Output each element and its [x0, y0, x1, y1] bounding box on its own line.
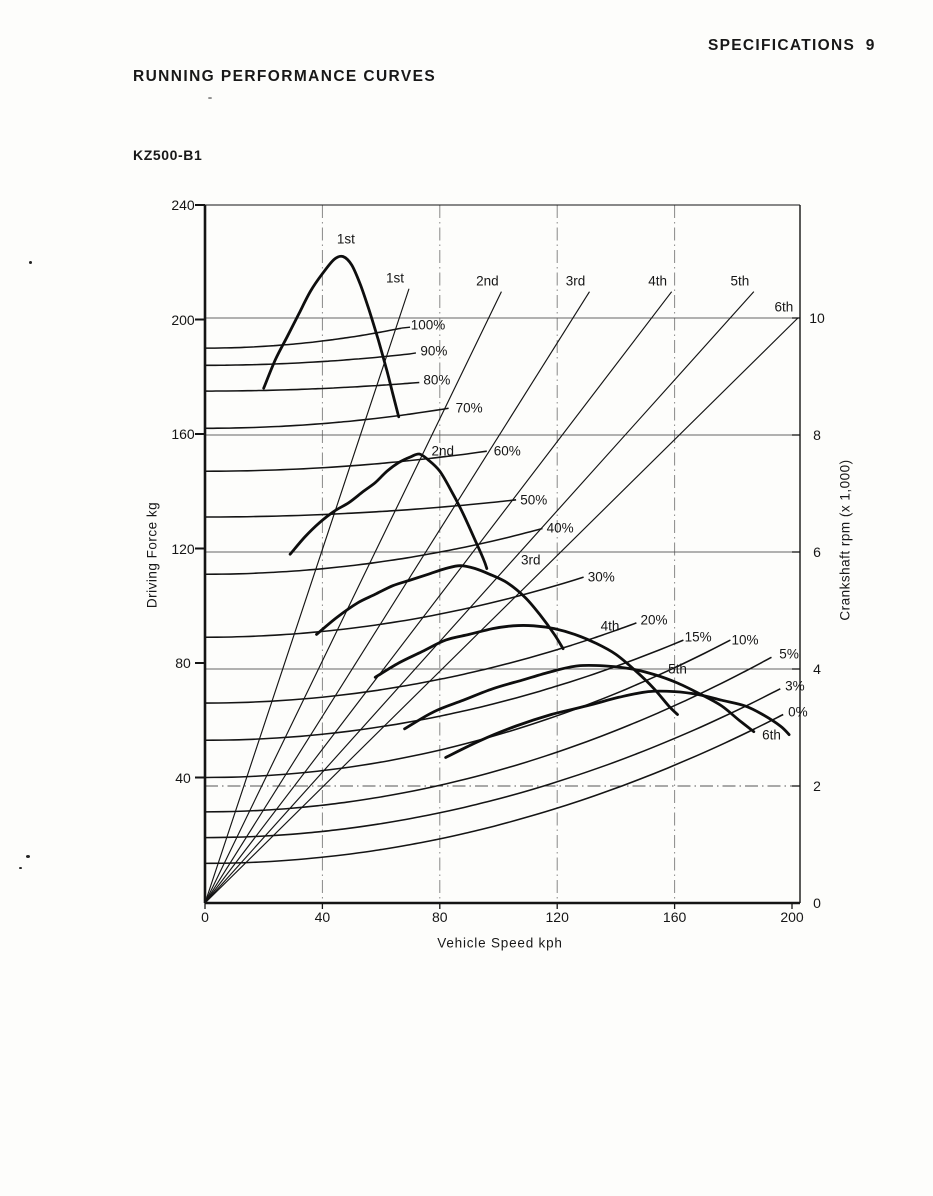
rpm-line-5th	[204, 291, 755, 904]
force-curve-5th	[403, 663, 756, 734]
gradient-curve-label: 30%	[587, 569, 615, 585]
scan-speck	[26, 855, 30, 858]
y-axis-right-tick-label: 6	[813, 544, 821, 560]
y-axis-left-tick-label: 120	[171, 540, 195, 557]
gradient-curve-70%	[204, 407, 449, 430]
x-axis-tick-label: 0	[201, 909, 209, 925]
gradient-curve-label: 70%	[455, 400, 483, 416]
scan-speck	[208, 97, 212, 99]
force-curve-3rd	[315, 564, 565, 651]
page-header: SPECIFICATIONS 9	[708, 37, 876, 54]
force-curve-2nd	[288, 452, 489, 570]
x-axis-tick-label: 160	[662, 909, 687, 925]
x-axis-title: Vehicle Speed kph	[437, 935, 563, 951]
gradient-curve-50%	[204, 499, 517, 518]
x-axis-tick-label: 40	[314, 909, 331, 925]
gradient-curve-label: 15%	[684, 629, 712, 645]
force-curve-label: 4th	[600, 618, 620, 634]
y-axis-left-tick-label: 80	[175, 655, 191, 671]
y-axis-right-tick-label: 2	[813, 778, 821, 794]
gradient-curve-10%	[204, 639, 731, 779]
x-axis-tick-label: 80	[432, 909, 448, 925]
y-axis-left-tick-label: 240	[171, 197, 195, 213]
rpm-line-label: 4th	[648, 273, 668, 289]
gradient-curve-label: 5%	[779, 646, 799, 662]
scan-speck	[29, 261, 32, 264]
rpm-line-1st	[204, 288, 410, 904]
force-curve-label: 2nd	[431, 443, 454, 459]
gradient-curve-label: 10%	[731, 632, 759, 648]
rpm-line-label: 1st	[385, 270, 404, 286]
force-curve-1st	[262, 254, 401, 419]
force-curve-label: 5th	[668, 661, 687, 677]
y-axis-left-tick-label: 160	[171, 426, 195, 442]
y-axis-right-tick-label: 0	[813, 895, 821, 911]
rpm-line-4th	[204, 291, 673, 904]
x-axis-tick-label: 200	[780, 909, 804, 925]
gradient-curve-label: 60%	[493, 443, 521, 459]
gradient-curve-60%	[204, 450, 487, 472]
y-axis-left-tick-label: 200	[171, 311, 195, 328]
rpm-line-2nd	[204, 291, 502, 904]
y-axis-right-title: Crankshaft rpm (x 1,000)	[837, 459, 853, 621]
gradient-curve-40%	[204, 527, 543, 576]
rpm-line-label: 3rd	[565, 273, 586, 289]
gradient-curve-label: 80%	[423, 372, 451, 388]
force-curve-4th	[373, 624, 679, 716]
force-curve-label: 3rd	[521, 552, 541, 568]
gradient-curve-80%	[204, 381, 420, 392]
scan-speck	[19, 867, 22, 869]
gradient-curve-3%	[204, 688, 781, 839]
gradient-curve-label: 20%	[640, 612, 668, 628]
gradient-curve-label: 90%	[420, 343, 448, 359]
gradient-curve-label: 3%	[785, 678, 805, 694]
rpm-line-label: 2nd	[476, 273, 499, 289]
force-curve-6th	[444, 689, 791, 759]
y-axis-right-tick-label: 4	[813, 661, 821, 677]
gradient-label-leader	[410, 352, 417, 355]
gradient-curve-0%	[204, 713, 784, 865]
gradient-curve-5%	[204, 656, 772, 813]
rpm-line-label: 6th	[774, 299, 794, 315]
gradient-curve-15%	[204, 639, 684, 742]
page-title: RUNNING PERFORMANCE CURVES	[133, 68, 437, 85]
rpm-line-label: 5th	[730, 273, 750, 289]
y-axis-left-title: Driving Force kg	[144, 501, 160, 609]
gradient-curve-label: 100%	[410, 317, 446, 333]
force-curve-label: 1st	[336, 231, 355, 247]
rpm-line-3rd	[204, 291, 590, 904]
y-axis-right-tick-label: 10	[809, 310, 825, 326]
gradient-curve-100%	[204, 327, 402, 349]
model-label: KZ500-B1	[133, 147, 203, 163]
gradient-curve-label: 50%	[520, 492, 548, 508]
gradient-curve-label: 0%	[788, 704, 808, 720]
x-axis-tick-label: 120	[545, 909, 569, 925]
y-axis-left-tick-label: 40	[175, 769, 191, 786]
gradient-curve-20%	[204, 622, 637, 704]
y-axis-right-tick-label: 8	[813, 427, 821, 443]
force-curve-label: 6th	[762, 727, 781, 743]
rpm-line-6th	[204, 317, 799, 904]
gradient-curve-label: 40%	[546, 520, 574, 536]
gradient-label-leader	[401, 326, 411, 329]
gradient-curve-90%	[205, 353, 411, 367]
